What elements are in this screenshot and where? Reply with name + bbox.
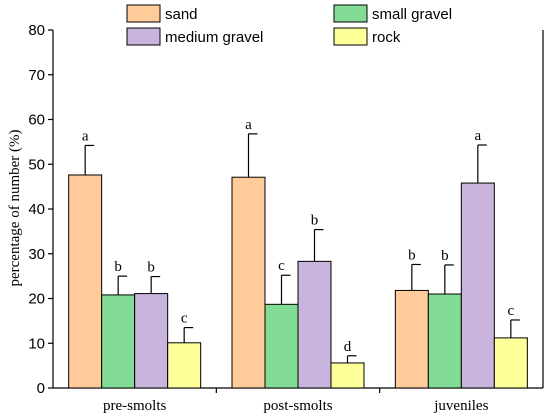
significance-label: c: [507, 303, 514, 319]
x-tick-label: juveniles: [433, 398, 488, 414]
plot-area: 0 10 20 30 40 50 60 70 80 pre-smolts a b b c post-smol…: [28, 22, 544, 414]
bar-medium-gravel: [297, 260, 332, 389]
significance-label: c: [181, 311, 188, 327]
y-tick-label: 20: [28, 291, 45, 308]
x-tick-label: post-smolts: [263, 398, 332, 414]
significance-label: b: [441, 248, 449, 264]
legend-swatch-medium-gravel: [126, 27, 161, 46]
significance-label: c: [278, 258, 285, 274]
y-tick-label: 80: [28, 22, 45, 39]
significance-label: a: [245, 117, 252, 133]
legend-label-sand: sand: [165, 6, 198, 23]
bar-medium-gravel: [460, 182, 495, 389]
significance-label: a: [82, 128, 89, 144]
bar-small-gravel: [427, 293, 462, 389]
legend: sand small gravel medium gravel rock: [126, 4, 452, 46]
y-tick-label: 10: [28, 335, 45, 352]
bar-rock: [330, 362, 365, 389]
y-axis-title: percentage of number (%): [7, 129, 23, 286]
significance-label: b: [147, 260, 155, 276]
significance-label: b: [311, 213, 319, 229]
y-tick-label: 0: [37, 380, 45, 397]
bar-small-gravel: [264, 303, 299, 389]
significance-label: d: [344, 339, 352, 355]
bar-rock: [493, 337, 528, 389]
bar-medium-gravel: [134, 293, 169, 389]
bar-rock: [167, 342, 202, 389]
significance-label: a: [474, 128, 481, 144]
bar-sand: [68, 174, 103, 389]
significance-label: b: [114, 259, 122, 275]
bar-sand: [231, 176, 266, 389]
legend-label-rock: rock: [372, 29, 401, 46]
significance-label: b: [408, 247, 416, 263]
y-tick-label: 60: [28, 112, 45, 129]
x-tick-label: pre-smolts: [103, 398, 166, 414]
y-tick-label: 40: [28, 201, 45, 218]
bar-sand: [394, 289, 429, 389]
y-tick-label: 50: [28, 156, 45, 173]
y-tick-label: 70: [28, 67, 45, 84]
bar-small-gravel: [101, 294, 136, 389]
y-tick-label: 30: [28, 246, 45, 263]
legend-swatch-small-gravel: [333, 4, 368, 23]
legend-label-medium-gravel: medium gravel: [165, 29, 263, 46]
legend-swatch-sand: [126, 4, 161, 23]
legend-label-small-gravel: small gravel: [372, 6, 452, 23]
legend-swatch-rock: [333, 27, 368, 46]
